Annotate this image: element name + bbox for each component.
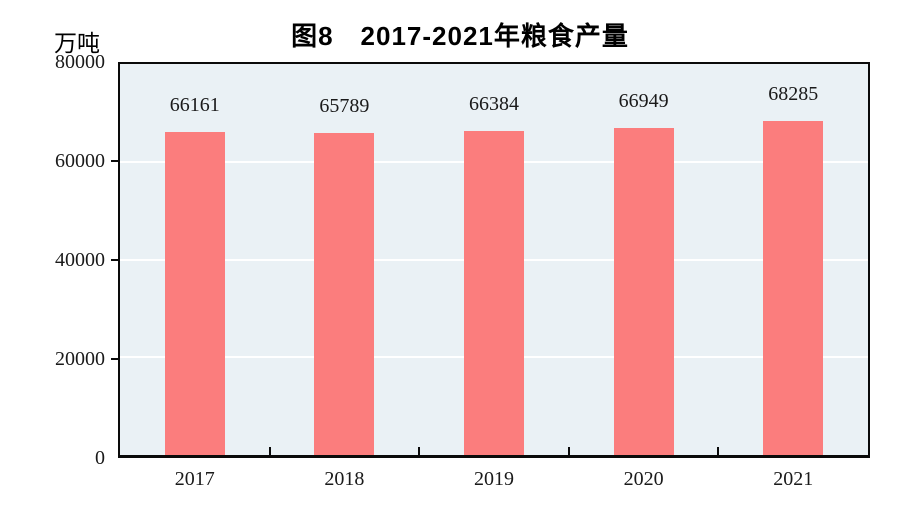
x-tick-label-2018: 2018 (324, 468, 365, 490)
plot-area: 66161 65789 66384 66949 68285 (118, 62, 870, 458)
bar-2017 (164, 131, 225, 455)
x-axis-tick (268, 447, 271, 455)
bar-2018 (314, 133, 375, 455)
x-tick-label-2021: 2021 (773, 468, 814, 490)
bar-value-label-2018: 65789 (319, 95, 370, 118)
y-tick-label-0: 0 (95, 447, 105, 469)
y-axis-tick (111, 160, 118, 162)
bar-2020 (613, 127, 674, 455)
x-axis-tick (567, 447, 570, 455)
y-tick-label-80000: 80000 (55, 51, 105, 73)
y-tick-label-40000: 40000 (55, 249, 105, 271)
x-tick-label-2020: 2020 (623, 468, 664, 490)
bar-value-label-2019: 66384 (469, 92, 519, 115)
chart-title: 图8 2017-2021年粮食产量 (291, 21, 629, 51)
x-axis-tick (418, 447, 421, 455)
x-axis-tick (717, 447, 720, 455)
bar-value-label-2021: 68285 (768, 83, 819, 106)
y-axis-tick (111, 259, 118, 261)
bar-value-label-2020: 66949 (618, 89, 669, 112)
bar-value-label-2017: 66161 (169, 93, 220, 116)
y-tick-label-20000: 20000 (55, 348, 105, 370)
y-tick-label-60000: 60000 (55, 150, 105, 172)
y-axis-unit-label: 万吨 (54, 31, 100, 56)
y-axis-tick (111, 358, 118, 360)
bar-2021 (763, 121, 824, 455)
x-tick-label-2019: 2019 (474, 468, 514, 490)
x-tick-label-2017: 2017 (174, 468, 215, 490)
bar-2019 (464, 130, 524, 455)
